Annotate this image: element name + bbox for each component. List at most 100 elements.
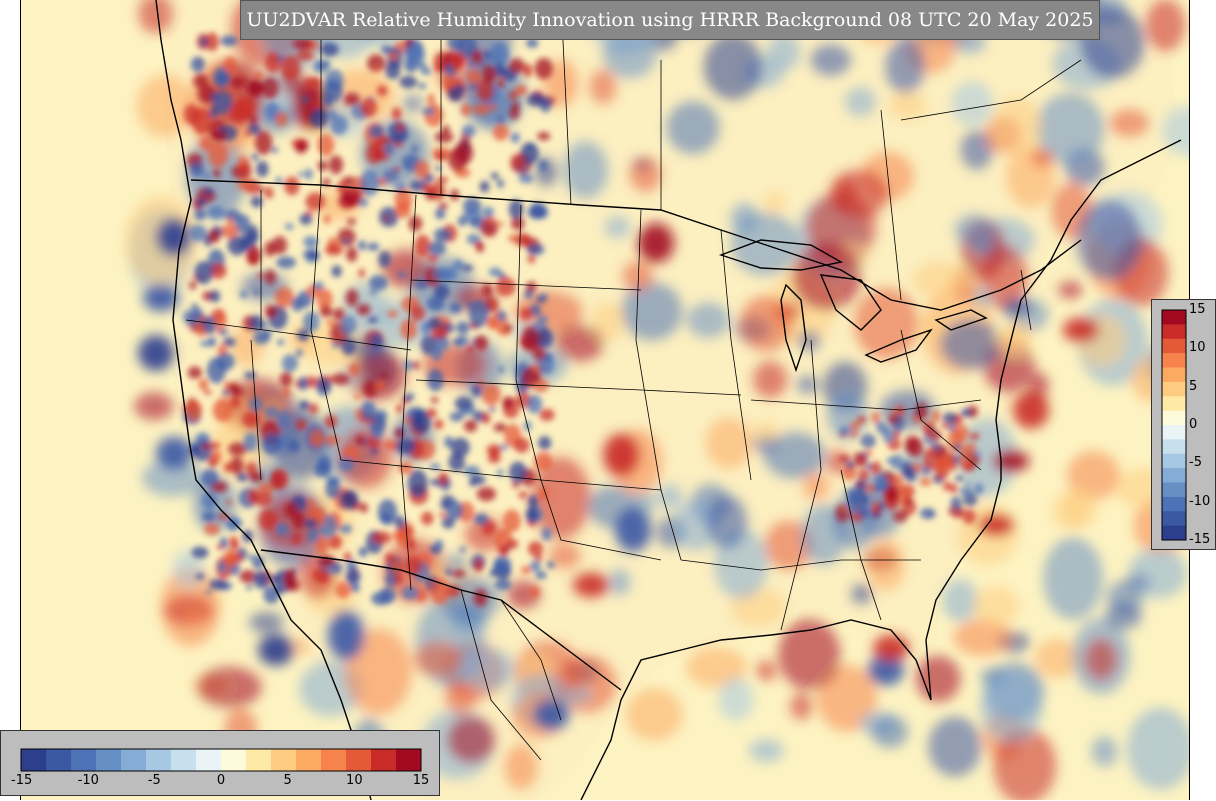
innovation-patch [223, 548, 238, 568]
colorbar-segment [1162, 367, 1186, 383]
innovation-patch [254, 130, 273, 155]
innovation-patch [197, 198, 206, 207]
innovation-patch [509, 107, 520, 120]
innovation-patch [949, 483, 958, 494]
innovation-patch [508, 234, 516, 242]
lake-ontario [934, 309, 988, 331]
innovation-patch [454, 396, 474, 411]
innovation-patch [839, 455, 850, 462]
colorbar-outline [20, 748, 422, 772]
innovation-patch [441, 73, 456, 89]
innovation-patch [377, 498, 398, 526]
innovation-patch [865, 483, 876, 493]
innovation-patch [508, 58, 525, 74]
innovation-patch [444, 436, 453, 448]
innovation-patch [392, 167, 401, 173]
colorbar-segment [1162, 511, 1186, 527]
innovation-patch [373, 66, 382, 72]
innovation-patch [212, 90, 233, 114]
innovation-patch [497, 365, 505, 374]
innovation-patch [471, 50, 482, 65]
innovation-patch [433, 267, 452, 281]
innovation-patch [405, 43, 425, 68]
innovation-patch [847, 493, 860, 505]
innovation-patch [343, 92, 361, 106]
innovation-patch [535, 571, 547, 580]
colorbar-tick-label: 0 [216, 773, 226, 788]
innovation-patch [494, 63, 505, 77]
innovation-patch [528, 541, 544, 557]
innovation-patch [185, 400, 203, 421]
innovation-patch [482, 412, 491, 425]
innovation-patch [435, 165, 442, 171]
innovation-patch [621, 282, 683, 341]
innovation-patch [589, 69, 617, 104]
innovation-patch [1128, 547, 1188, 599]
innovation-patch [527, 255, 536, 264]
innovation-patch [190, 56, 205, 73]
innovation-patch [317, 133, 335, 157]
innovation-patch [331, 373, 350, 385]
innovation-patch [936, 454, 952, 472]
innovation-patch [473, 103, 490, 116]
innovation-patch [212, 169, 221, 178]
innovation-patch [520, 566, 532, 574]
innovation-patch [435, 208, 446, 220]
innovation-patch [483, 51, 491, 59]
colorbar-segment [1162, 310, 1186, 325]
innovation-patch [427, 93, 436, 105]
innovation-patch [867, 539, 906, 592]
innovation-patch [261, 433, 282, 455]
innovation-patch [510, 132, 521, 143]
innovation-patch [518, 491, 528, 499]
innovation-patch [427, 316, 442, 330]
innovation-patch [525, 38, 539, 48]
innovation-patch [838, 425, 852, 435]
innovation-patch [871, 411, 880, 424]
colorbar-segment [1162, 525, 1186, 541]
colorbar-segment [221, 749, 247, 771]
innovation-patch [966, 405, 978, 418]
innovation-patch [335, 582, 351, 599]
innovation-patch [512, 481, 520, 488]
innovation-patch [538, 159, 548, 172]
innovation-patch [420, 67, 432, 76]
innovation-patch [302, 251, 311, 257]
innovation-patch [197, 84, 216, 104]
innovation-patch [356, 303, 371, 316]
innovation-patch [508, 199, 524, 220]
innovation-patch [195, 573, 205, 580]
colorbar-segment [246, 749, 272, 771]
innovation-patch [573, 572, 609, 598]
innovation-patch [360, 97, 378, 118]
innovation-patch [885, 484, 900, 501]
innovation-patch [730, 203, 759, 234]
innovation-patch [253, 290, 260, 295]
innovation-patch [489, 406, 496, 412]
innovation-patch [764, 520, 814, 571]
innovation-patch [209, 290, 221, 303]
innovation-patch [256, 160, 269, 178]
innovation-patch [904, 466, 917, 482]
innovation-patch [384, 439, 400, 451]
innovation-patch [482, 283, 492, 297]
innovation-patch [1058, 281, 1083, 299]
innovation-patch [756, 660, 777, 682]
innovation-patch [1076, 199, 1142, 281]
innovation-patch [537, 315, 548, 324]
innovation-patch [257, 321, 268, 328]
innovation-patch [904, 436, 918, 454]
innovation-patch [839, 432, 846, 438]
horizontal-colorbar-scale [20, 748, 422, 772]
innovation-patch [418, 82, 427, 89]
innovation-patch [332, 307, 346, 321]
colorbar-tick-label: 0 [1189, 417, 1198, 432]
innovation-patch [481, 216, 499, 238]
innovation-patch [539, 97, 552, 113]
innovation-patch [299, 400, 310, 411]
innovation-patch [431, 345, 443, 361]
innovation-patch [425, 190, 435, 200]
innovation-patch [203, 172, 211, 180]
innovation-patch [854, 287, 919, 360]
innovation-patch [1145, 0, 1186, 52]
